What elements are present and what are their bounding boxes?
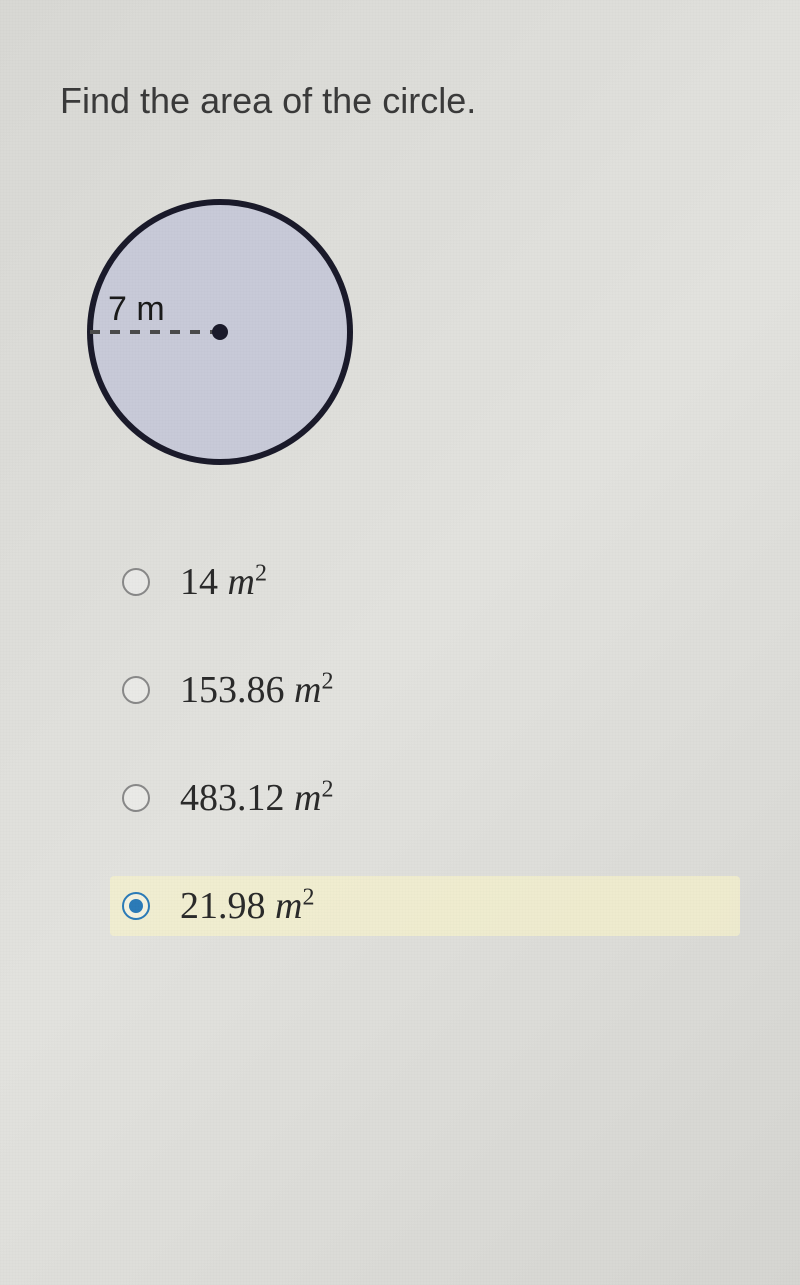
option-b-text: 153.86 m2: [180, 668, 333, 712]
option-c[interactable]: 483.12 m2: [110, 768, 740, 828]
question-text: Find the area of the circle.: [60, 80, 740, 122]
radio-a[interactable]: [122, 568, 150, 596]
option-c-text: 483.12 m2: [180, 776, 333, 820]
options-list: 14 m2 153.86 m2 483.12 m2 21.98 m2: [110, 552, 740, 936]
option-d[interactable]: 21.98 m2: [110, 876, 740, 936]
radio-b[interactable]: [122, 676, 150, 704]
option-a-text: 14 m2: [180, 560, 267, 604]
circle-svg: 7 m: [80, 192, 360, 472]
circle-diagram: 7 m: [80, 192, 740, 472]
option-a[interactable]: 14 m2: [110, 552, 740, 612]
option-b[interactable]: 153.86 m2: [110, 660, 740, 720]
option-d-text: 21.98 m2: [180, 884, 314, 928]
radius-label: 7 m: [108, 290, 165, 328]
center-dot: [212, 324, 228, 340]
radio-c[interactable]: [122, 784, 150, 812]
radio-d[interactable]: [122, 892, 150, 920]
